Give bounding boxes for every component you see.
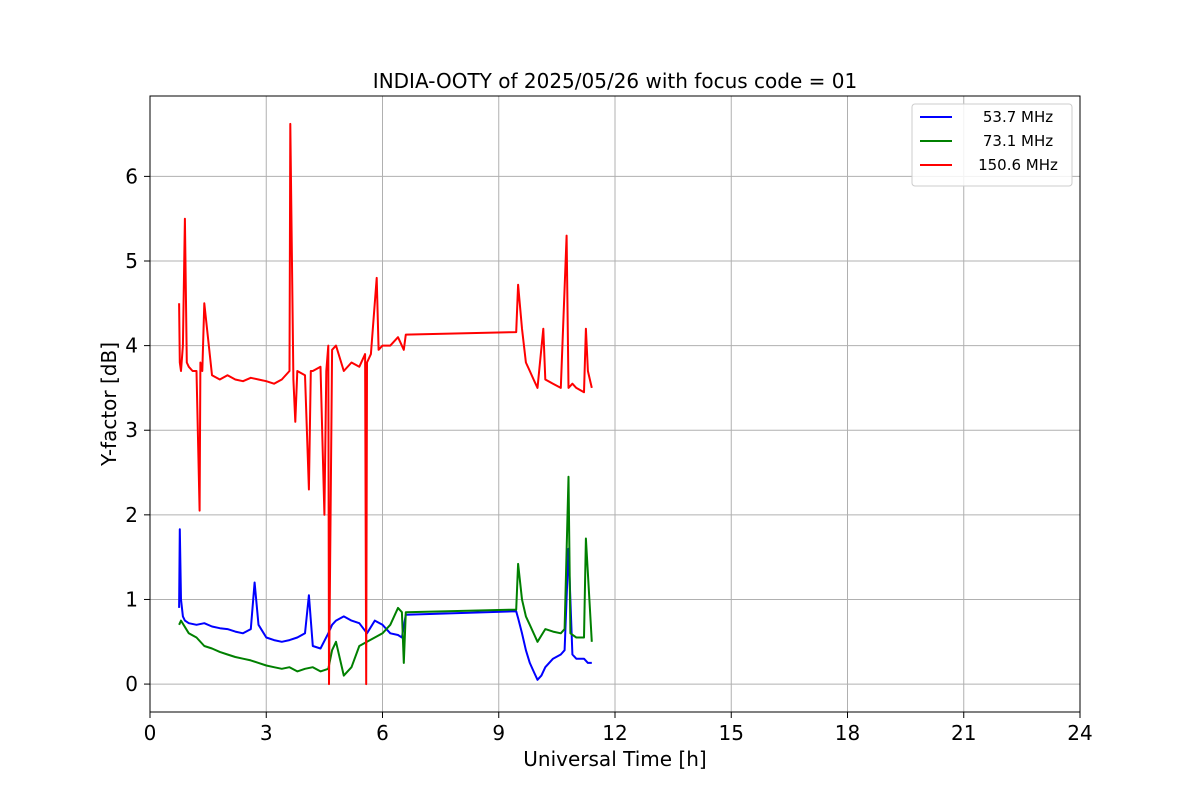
x-tick-label: 9 xyxy=(492,721,505,745)
x-tick-label: 0 xyxy=(144,721,157,745)
x-tick-label: 21 xyxy=(951,721,976,745)
x-tick-label: 12 xyxy=(602,721,627,745)
series-line-2 xyxy=(178,475,593,677)
x-tick-label: 3 xyxy=(260,721,273,745)
y-tick-label: 6 xyxy=(125,164,138,188)
legend: 53.7 MHz 73.1 MHz 150.6 MHz xyxy=(911,103,1073,187)
legend-entry: 73.1 MHz xyxy=(983,132,1053,150)
y-axis-label: Y-factor [dB] xyxy=(97,342,121,467)
x-tick-label: 6 xyxy=(376,721,389,745)
y-tick-label: 3 xyxy=(125,418,138,442)
y-tick-label: 4 xyxy=(125,334,138,358)
y-tick-label: 2 xyxy=(125,503,138,527)
legend-entry: 53.7 MHz xyxy=(983,108,1053,126)
x-axis-label: Universal Time [h] xyxy=(523,747,706,771)
legend-entry: 150.6 MHz xyxy=(978,156,1058,174)
y-tick-label: 5 xyxy=(125,249,138,273)
chart-title: INDIA-OOTY of 2025/05/26 with focus code… xyxy=(373,69,857,93)
y-tick-label: 0 xyxy=(125,672,138,696)
x-tick-label: 24 xyxy=(1067,721,1092,745)
series-line-1 xyxy=(178,528,592,681)
x-tick-label: 18 xyxy=(835,721,860,745)
series-layer xyxy=(178,122,593,686)
x-tick-label: 15 xyxy=(719,721,744,745)
y-tick-label: 1 xyxy=(125,587,138,611)
series-line-3 xyxy=(178,122,593,686)
